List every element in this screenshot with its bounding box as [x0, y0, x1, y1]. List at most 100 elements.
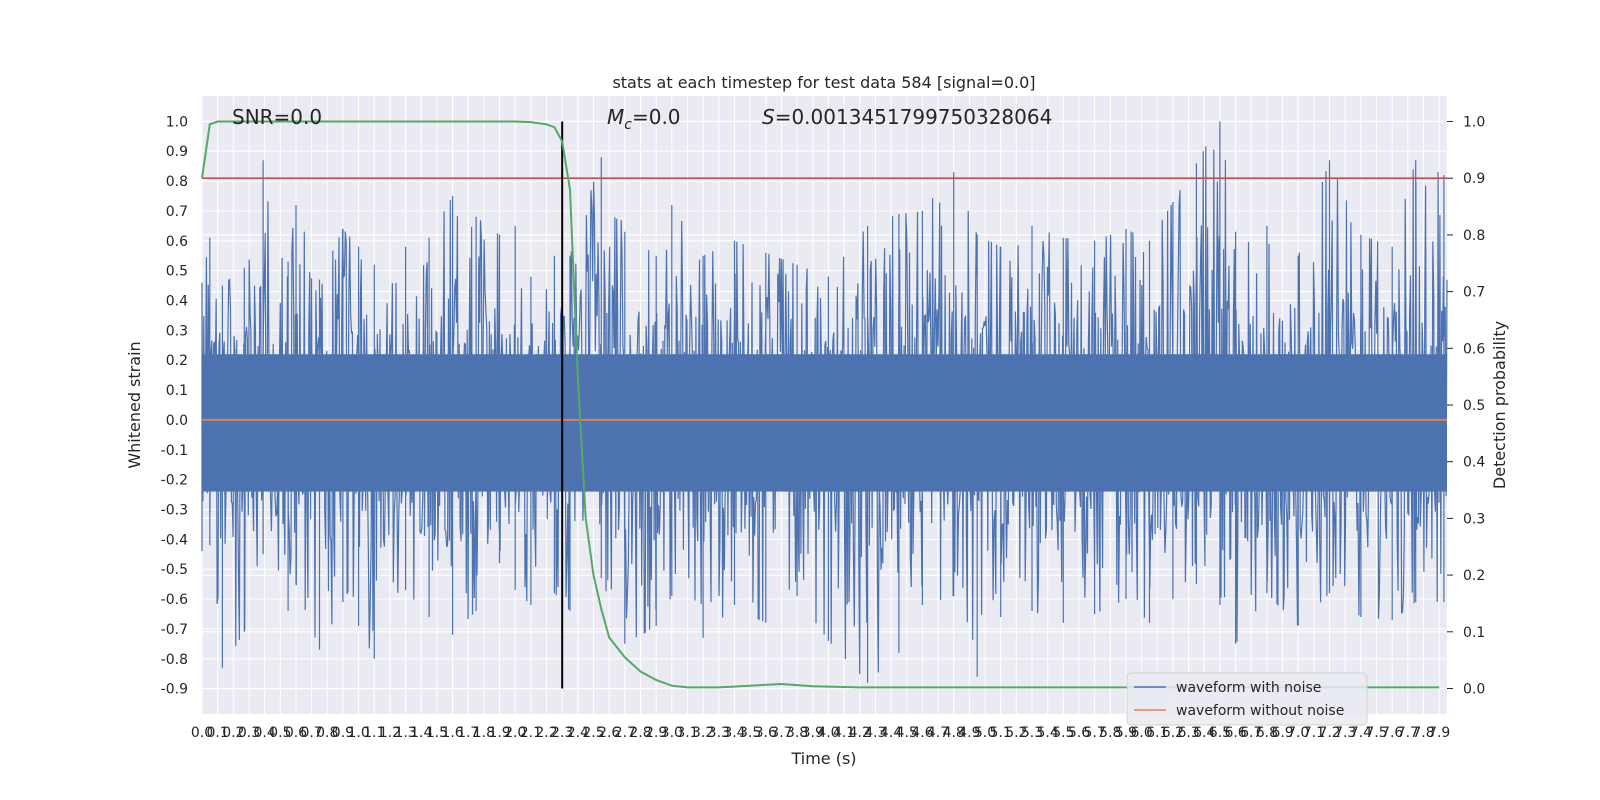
mc-value: =0.0 [632, 105, 681, 129]
s-annotation: S=0.0013451799750328064 [762, 105, 1052, 129]
x-tick-label: 7.6 [1381, 725, 1403, 741]
x-tick-label: 7.4 [1350, 725, 1372, 741]
x-tick-label: 7.5 [1365, 725, 1387, 741]
legend-label-clean: waveform without noise [1176, 703, 1344, 719]
x-tick-label: 1.8 [473, 725, 495, 741]
x-axis-label: Time (s) [790, 749, 856, 768]
x-tick-label: 5.0 [974, 725, 996, 741]
x-tick-label: 4.3 [864, 725, 886, 741]
x-tick-label: 7.7 [1397, 725, 1419, 741]
x-tick-label: 5.4 [1037, 725, 1059, 741]
x-tick-label: 0.5 [269, 725, 291, 741]
mc-symbol: M [607, 105, 624, 129]
x-tick-label: 7.8 [1412, 725, 1434, 741]
x-tick-label: 1.9 [488, 725, 510, 741]
x-tick-label: 2.4 [567, 725, 589, 741]
x-tick-label: 0.7 [300, 725, 322, 741]
y-tick-label-left: 0.8 [166, 174, 188, 190]
y-tick-label-right: 0.5 [1463, 398, 1485, 414]
y-tick-label-left: -0.6 [161, 592, 188, 608]
x-tick-label: 7.0 [1287, 725, 1309, 741]
chart-title: stats at each timestep for test data 584… [612, 73, 1035, 92]
x-tick-label: 7.9 [1428, 725, 1450, 741]
x-tick-label: 3.4 [723, 725, 745, 741]
x-tick-label: 7.2 [1318, 725, 1340, 741]
series-waveform-with-noise [201, 121, 1448, 683]
x-tick-label: 6.2 [1162, 725, 1184, 741]
y-tick-label-right: 0.1 [1463, 625, 1485, 641]
x-tick-label: 0.0 [191, 725, 213, 741]
x-tick-label: 6.0 [1130, 725, 1152, 741]
y-tick-label-left: 0.9 [166, 144, 188, 160]
x-tick-label: 4.5 [896, 725, 918, 741]
x-tick-label: 4.9 [958, 725, 980, 741]
x-tick-label: 2.9 [645, 725, 667, 741]
y-tick-label-left: 0.0 [166, 413, 188, 429]
x-tick-label: 2.0 [504, 725, 526, 741]
y-axis-label-right: Detection probability [1490, 321, 1509, 489]
y-tick-label-right: 0.9 [1463, 171, 1485, 187]
x-tick-label: 3.2 [692, 725, 714, 741]
y-tick-label-left: 0.3 [166, 323, 188, 339]
legend-label-noise: waveform with noise [1176, 680, 1321, 696]
x-tick-label: 4.0 [817, 725, 839, 741]
mc-subscript: c [624, 117, 632, 133]
y-tick-label-left: 0.6 [166, 234, 188, 250]
x-tick-label: 5.3 [1021, 725, 1043, 741]
x-tick-label: 4.8 [943, 725, 965, 741]
x-tick-label: 6.1 [1146, 725, 1168, 741]
ticks: 0.00.10.20.30.40.50.60.70.80.91.01.11.21… [161, 114, 1486, 741]
y-tick-label-left: 0.2 [166, 353, 188, 369]
x-tick-label: 3.7 [770, 725, 792, 741]
x-tick-label: 0.3 [238, 725, 260, 741]
y-tick-label-left: 0.1 [166, 383, 188, 399]
x-tick-label: 5.7 [1084, 725, 1106, 741]
x-tick-label: 1.2 [379, 725, 401, 741]
x-tick-label: 1.7 [457, 725, 479, 741]
x-tick-label: 1.1 [363, 725, 385, 741]
y-tick-label-left: -0.9 [161, 682, 188, 698]
y-tick-label-right: 0.3 [1463, 511, 1485, 527]
x-tick-label: 6.7 [1240, 725, 1262, 741]
x-tick-label: 6.6 [1224, 725, 1246, 741]
x-tick-label: 3.8 [786, 725, 808, 741]
x-tick-label: 7.1 [1303, 725, 1325, 741]
y-tick-label-left: -0.4 [161, 532, 188, 548]
y-tick-label-left: -0.2 [161, 473, 188, 489]
x-tick-label: 3.6 [755, 725, 777, 741]
x-tick-label: 1.6 [441, 725, 463, 741]
legend-box [1126, 672, 1368, 726]
noise-core-band [202, 354, 1447, 492]
x-tick-label: 2.1 [520, 725, 542, 741]
x-tick-label: 6.3 [1177, 725, 1199, 741]
x-tick-label: 1.3 [394, 725, 416, 741]
x-tick-label: 5.9 [1115, 725, 1137, 741]
y-tick-label-left: -0.5 [161, 562, 188, 578]
x-tick-label: 4.1 [833, 725, 855, 741]
y-tick-label-right: 1.0 [1463, 115, 1485, 131]
x-tick-label: 5.8 [1099, 725, 1121, 741]
legend: waveform with noise waveform without noi… [1126, 672, 1368, 726]
x-tick-label: 2.8 [629, 725, 651, 741]
x-tick-label: 6.9 [1271, 725, 1293, 741]
x-tick-label: 7.3 [1334, 725, 1356, 741]
x-tick-label: 1.4 [410, 725, 432, 741]
x-tick-label: 2.5 [582, 725, 604, 741]
lines [201, 120, 1447, 689]
x-tick-label: 3.0 [661, 725, 683, 741]
x-tick-label: 3.1 [676, 725, 698, 741]
x-tick-label: 0.2 [222, 725, 244, 741]
x-tick-label: 6.8 [1256, 725, 1278, 741]
y-tick-label-right: 0.4 [1463, 455, 1485, 471]
y-tick-label-right: 0.0 [1463, 681, 1485, 697]
x-tick-label: 0.4 [254, 725, 276, 741]
x-tick-label: 4.4 [880, 725, 902, 741]
y-tick-label-left: -0.1 [161, 443, 188, 459]
x-tick-label: 5.1 [990, 725, 1012, 741]
x-tick-label: 2.3 [551, 725, 573, 741]
x-tick-label: 3.3 [708, 725, 730, 741]
x-tick-label: 1.0 [347, 725, 369, 741]
x-tick-label: 1.5 [426, 725, 448, 741]
y-tick-label-left: 1.0 [166, 114, 188, 130]
